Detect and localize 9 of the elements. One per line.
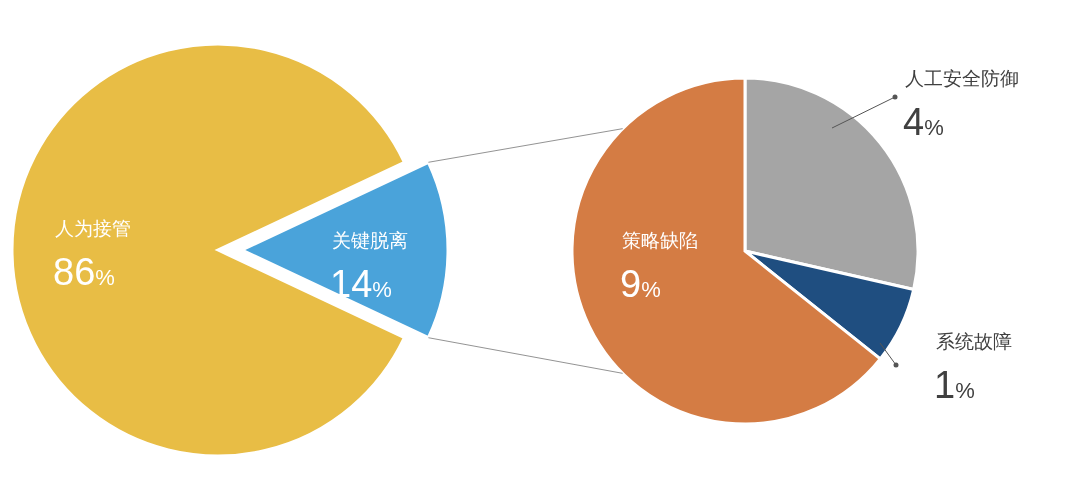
slice-label: 策略缺陷 [622, 230, 698, 251]
data-label: 4% [903, 101, 944, 143]
data-label: 86% [53, 251, 115, 293]
slice-label: 人工安全防御 [905, 68, 1019, 89]
data-label: 9% [620, 263, 661, 305]
slice-label: 系统故障 [936, 331, 1012, 352]
slice-label: 人为接管 [55, 218, 131, 239]
data-label: 1% [934, 364, 975, 406]
slice-label: 关键脱离 [332, 230, 408, 251]
